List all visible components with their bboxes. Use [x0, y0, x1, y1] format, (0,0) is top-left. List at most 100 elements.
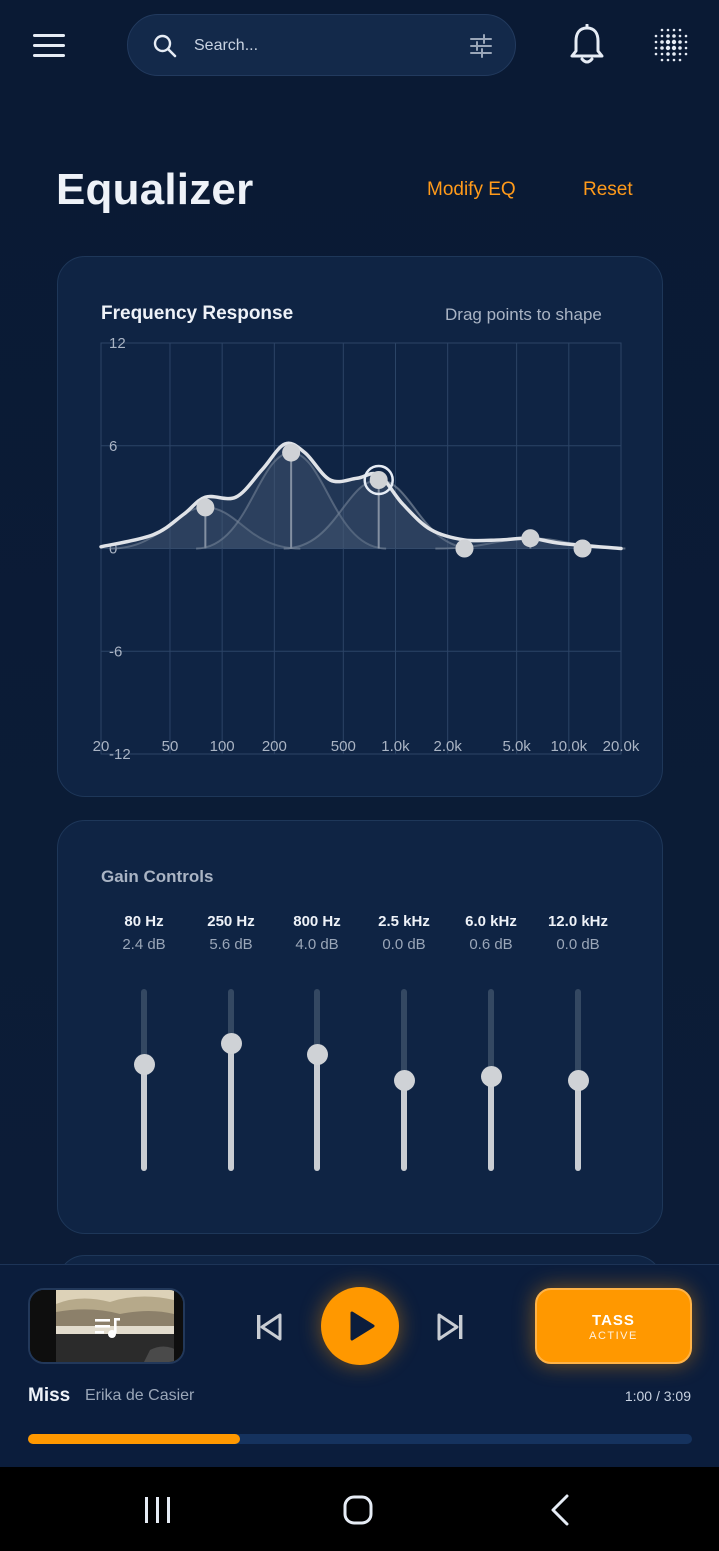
frequency-response-title: Frequency Response [101, 303, 294, 324]
search-icon [153, 34, 177, 58]
tass-toggle[interactable]: TASS ACTIVE [535, 1288, 692, 1364]
x-tick-label: 10.0k [550, 738, 587, 755]
dot [684, 34, 688, 38]
curve-fill [101, 443, 621, 549]
playback-time: 1:00 / 3:09 [624, 1388, 691, 1404]
dot [672, 28, 676, 32]
gain-controls-card: Gain Controls 80 Hz 2.4 dB 250 Hz 5.6 dB 800… [57, 820, 663, 1234]
eq-control-point[interactable] [573, 539, 592, 558]
dot [660, 46, 664, 50]
previous-track-button[interactable] [250, 1309, 286, 1345]
recent-apps-icon[interactable] [140, 1495, 176, 1525]
band-gain-value: 0.0 dB [556, 936, 600, 953]
frequency-response-card: Frequency Response Drag points to shape … [57, 256, 663, 797]
top-bar [0, 0, 719, 90]
slider-fill [575, 1080, 581, 1171]
dot [671, 39, 677, 45]
frequency-response-chart[interactable]: 20501002005001.0k2.0k5.0k10.0k20.0k1260-… [58, 257, 664, 798]
band-frequency: 12.0 kHz [547, 913, 609, 930]
slider-fill [228, 1043, 234, 1171]
x-tick-label: 200 [262, 738, 287, 755]
progress-fill [28, 1434, 240, 1444]
dot [672, 52, 676, 56]
gain-controls-title: Gain Controls [101, 867, 214, 886]
dot [684, 46, 688, 50]
filter-icon[interactable] [468, 33, 494, 59]
dots-grid-icon[interactable] [651, 25, 691, 65]
mini-player: TASS ACTIVE Miss Erika de Casier 1:00 / … [0, 1264, 719, 1467]
dot [660, 40, 664, 44]
eq-control-point[interactable] [521, 529, 540, 548]
previous-icon [257, 1315, 261, 1339]
menu-button[interactable] [30, 30, 68, 60]
eq-control-point[interactable] [369, 471, 388, 489]
next-track-button[interactable] [433, 1309, 469, 1345]
dot [678, 40, 682, 44]
slider-knob[interactable] [568, 1069, 589, 1091]
gain-slider[interactable] [307, 989, 328, 1171]
x-tick-label: 100 [210, 738, 235, 755]
play-button[interactable] [321, 1287, 399, 1365]
slider-knob[interactable] [307, 1043, 328, 1065]
slider-knob[interactable] [134, 1054, 155, 1076]
page-title: Equalizer [56, 165, 254, 214]
gain-slider[interactable] [568, 989, 589, 1171]
dot [678, 28, 682, 32]
reset-button[interactable]: Reset [583, 179, 633, 200]
dot [678, 34, 682, 38]
band-frequency: 80 Hz [124, 913, 164, 930]
tass-label: TASS [592, 1312, 635, 1329]
y-tick-label: 6 [109, 438, 117, 455]
dot [660, 52, 664, 56]
home-icon[interactable] [340, 1493, 376, 1527]
band-frequency: 250 Hz [207, 913, 255, 930]
gain-slider[interactable] [481, 989, 502, 1171]
slider-knob[interactable] [481, 1065, 502, 1087]
dot [678, 58, 682, 62]
band-frequency: 800 Hz [293, 913, 341, 930]
x-tick-label: 20 [93, 738, 110, 755]
dot [654, 34, 658, 38]
search-bar[interactable] [127, 14, 516, 76]
dot [666, 52, 670, 56]
artist-name: Erika de Casier [85, 1387, 195, 1404]
menu-icon-line [33, 54, 65, 57]
band-label: 800 Hz 4.0 dB [272, 913, 362, 953]
song-title: Miss [28, 1385, 71, 1406]
gain-slider[interactable] [134, 989, 155, 1171]
response-curve [99, 441, 623, 551]
back-icon[interactable] [545, 1493, 575, 1527]
gain-slider[interactable] [394, 989, 415, 1171]
slider-fill [141, 1064, 147, 1171]
slider-knob[interactable] [221, 1033, 242, 1055]
menu-icon-line [33, 44, 65, 47]
dot [665, 45, 671, 51]
slider-fill [401, 1080, 407, 1171]
play-icon [350, 1311, 375, 1341]
band-label: 250 Hz 5.6 dB [186, 913, 276, 953]
dot [660, 58, 664, 62]
next-icon [459, 1315, 463, 1339]
band-gain-value: 5.6 dB [209, 936, 253, 953]
dot [678, 46, 682, 50]
album-art[interactable] [28, 1288, 185, 1364]
playlist-icon [95, 1318, 120, 1338]
bell-icon[interactable] [568, 24, 606, 66]
eq-control-point[interactable] [282, 443, 301, 462]
search-input[interactable] [194, 29, 454, 63]
gain-slider[interactable] [221, 989, 242, 1171]
slider-knob[interactable] [394, 1069, 415, 1091]
eq-control-point[interactable] [455, 539, 474, 558]
eq-control-point[interactable] [196, 498, 215, 517]
progress-track[interactable] [28, 1434, 692, 1444]
dot [654, 46, 658, 50]
band-gain-value: 0.6 dB [469, 936, 513, 953]
system-nav-bar [0, 1467, 719, 1551]
x-tick-label: 5.0k [502, 738, 531, 755]
x-tick-label: 1.0k [381, 738, 410, 755]
modify-eq-button[interactable]: Modify EQ [427, 179, 516, 200]
selected-point-ring [363, 464, 394, 496]
dot [654, 40, 658, 44]
x-tick-label: 2.0k [433, 738, 462, 755]
